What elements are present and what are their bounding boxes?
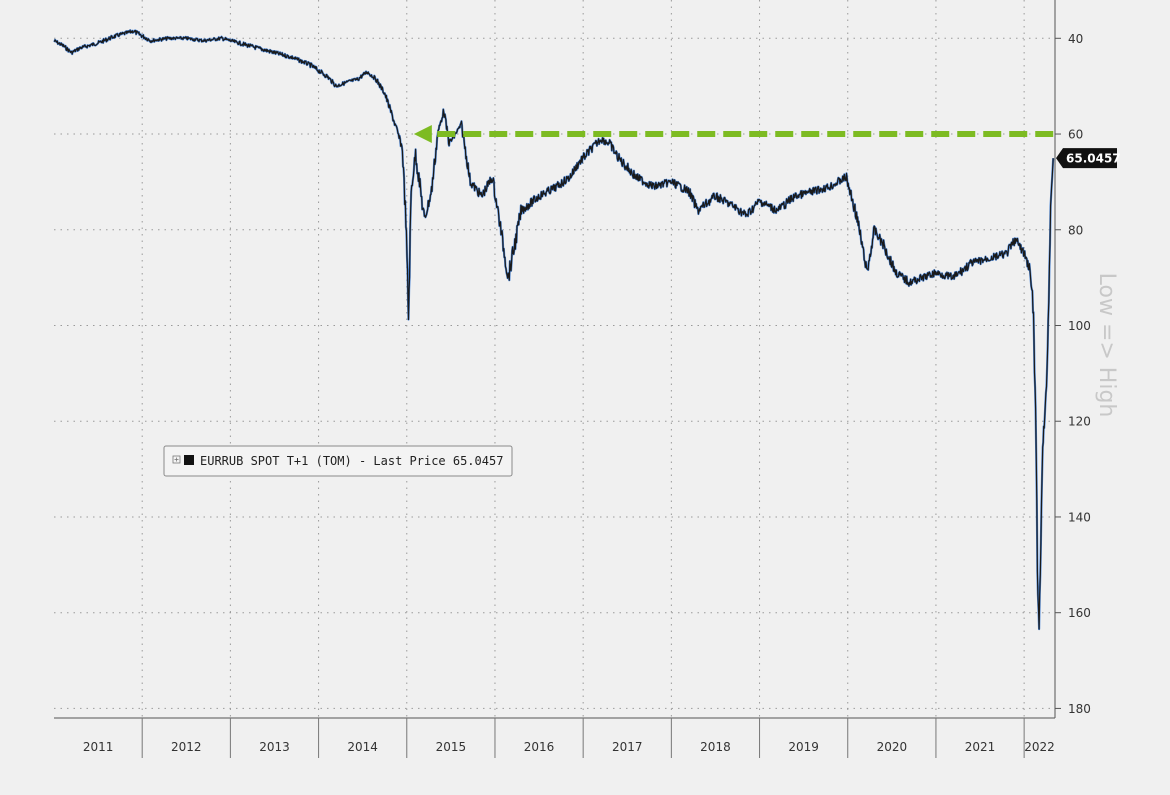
last-price-badge: 65.0457 [1056, 148, 1121, 169]
legend: EURRUB SPOT T+1 (TOM) - Last Price 65.04… [163, 445, 513, 477]
grid [54, 0, 1055, 718]
legend-box [163, 445, 513, 477]
x-ticks: 2011 2012 2013 2014 2015 2016 2017 2018 2019 2020… [83, 718, 1055, 758]
last-price-badge-shape [1056, 148, 1117, 169]
x-tick-label: 2022 [1024, 740, 1055, 754]
legend-label: EURRUB SPOT T+1 (TOM) - Last Price 65.04… [200, 454, 503, 468]
x-tick-label: 2018 [700, 740, 731, 754]
legend-expand-icon[interactable] [172, 455, 181, 464]
y-tick-label: 160 [1068, 606, 1091, 620]
x-tick-label: 2020 [877, 740, 908, 754]
x-tick-label: 2014 [347, 740, 378, 754]
x-tick-label: 2015 [436, 740, 467, 754]
axes [54, 0, 1056, 719]
x-tick-label: 2011 [83, 740, 114, 754]
y-tick-label: 120 [1068, 415, 1091, 429]
y-tick-label: 60 [1068, 128, 1083, 142]
x-tick-label: 2012 [171, 740, 202, 754]
y-tick-label: 140 [1068, 510, 1091, 524]
legend-series-swatch [184, 455, 194, 465]
y-ticks: 40 60 80 100 120 140 160 180 [1055, 32, 1091, 716]
arrow-head [413, 125, 432, 144]
series-layer [53, 29, 1055, 631]
y-tick-label: 80 [1068, 223, 1083, 237]
y-axis-label: Low => High [1094, 273, 1119, 418]
x-tick-label: 2013 [259, 740, 290, 754]
series-line [53, 29, 1054, 630]
last-price-label: 65.0457 [1066, 152, 1121, 166]
y-tick-label: 40 [1068, 32, 1083, 46]
arrow-annotation [413, 125, 1054, 144]
x-tick-label: 2016 [524, 740, 555, 754]
x-tick-label: 2021 [965, 740, 996, 754]
y-tick-label: 180 [1068, 702, 1091, 716]
x-tick-label: 2017 [612, 740, 643, 754]
x-tick-label: 2019 [788, 740, 819, 754]
y-tick-label: 100 [1068, 319, 1091, 333]
